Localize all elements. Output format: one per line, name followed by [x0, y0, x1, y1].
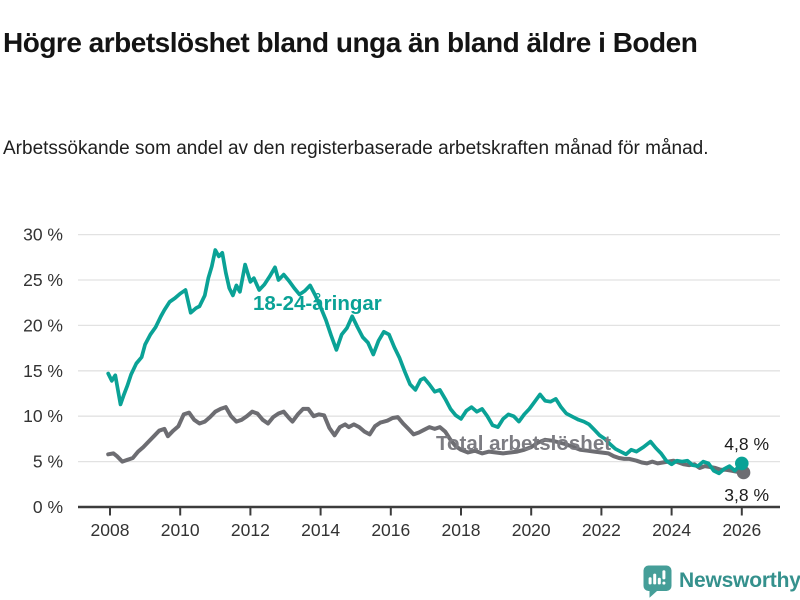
- series-end-dot-youth: [735, 456, 749, 471]
- series-line-youth: [106, 248, 744, 476]
- x-axis-tick-label: 2024: [652, 520, 691, 540]
- x-axis-tick-label: 2014: [301, 520, 340, 540]
- brand-logo[interactable]: Newsworthy: [643, 564, 800, 598]
- page-title: Högre arbetslöshet bland unga än bland ä…: [3, 26, 698, 58]
- y-axis-tick-label: 10 %: [23, 406, 63, 426]
- x-axis-tick-label: 2016: [371, 520, 410, 540]
- series-label-total: Total arbetslöshet: [436, 432, 611, 455]
- x-axis-tick-label: 2018: [442, 520, 481, 540]
- x-axis-tick-label: 2008: [91, 520, 130, 540]
- newsworthy-icon: [643, 565, 672, 598]
- y-axis-tick-label: 30 %: [23, 225, 63, 245]
- x-axis-tick-label: 2022: [582, 520, 621, 540]
- y-axis-tick-label: 5 %: [33, 452, 63, 472]
- y-axis-tick-label: 25 %: [23, 270, 63, 290]
- end-value-label-total: 3,8 %: [724, 485, 769, 505]
- chart-canvas: 0 % 5 % 10 % 15 % 20 % 25 % 30 % 2008 2010 2012 20…: [23, 225, 780, 540]
- x-axis-tick-label: 2012: [231, 520, 270, 540]
- x-axis-tick-label: 2010: [161, 520, 200, 540]
- y-axis-tick-label: 0 %: [33, 497, 63, 517]
- page-subtitle: Arbetssökande som andel av den registerb…: [3, 138, 709, 159]
- brand-name: Newsworthy: [679, 569, 800, 592]
- series-line-total: [106, 405, 746, 475]
- y-axis-tick-label: 15 %: [23, 361, 63, 381]
- end-value-label-youth: 4,8 %: [724, 434, 769, 454]
- unemployment-line-chart: 0 % 5 % 10 % 15 % 20 % 25 % 30 % 2008 2010 2012 20…: [0, 210, 800, 560]
- y-axis-tick-label: 20 %: [23, 315, 63, 335]
- x-axis-tick-label: 2026: [722, 520, 761, 540]
- x-axis-tick-label: 2020: [512, 520, 551, 540]
- series-label-youth: 18-24-åringar: [253, 292, 382, 315]
